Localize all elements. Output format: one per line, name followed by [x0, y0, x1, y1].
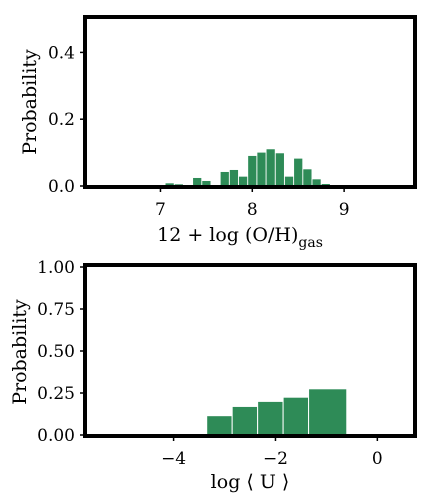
y-tick-label: 0.25: [37, 384, 75, 404]
histogram-bar: [257, 400, 284, 436]
y-tick-label: 1.00: [37, 258, 75, 278]
bottom-x-axis-label: log ⟨ U ⟩: [211, 471, 290, 493]
histogram-bar: [206, 415, 233, 436]
histogram-bar: [193, 177, 202, 186]
x-tick-label: −4: [161, 449, 186, 469]
y-tick-label: 0.4: [48, 43, 75, 63]
histogram-bar: [284, 176, 294, 186]
histogram-bar: [266, 149, 275, 186]
ionization-histogram: −4 −2 0 0.00 0.25 0.50 0.75 1.00 Probability lo…: [9, 258, 417, 493]
y-tick-label: 0.2: [48, 110, 75, 130]
histogram-bar: [231, 405, 259, 436]
bottom-axis-ticks: −4 −2 0 0.00 0.25 0.50 0.75 1.00: [37, 258, 383, 469]
histogram-bar: [257, 152, 266, 186]
x-tick-label: −2: [263, 449, 288, 469]
histogram-bar: [275, 153, 284, 186]
y-tick-label: 0.00: [37, 426, 75, 446]
histogram-bar: [220, 171, 229, 186]
top-x-axis-label: 12 + log (O/H)gas: [157, 224, 323, 251]
histogram-bar: [308, 388, 348, 436]
y-tick-label: 0.50: [37, 342, 75, 362]
x-tick-label: 8: [247, 200, 258, 220]
y-tick-label: 0.75: [37, 300, 75, 320]
histogram-bar: [294, 158, 303, 186]
top-x-axis-label-subscript: gas: [298, 235, 323, 251]
x-tick-label: 7: [155, 200, 166, 220]
histogram-bar: [312, 179, 321, 186]
histogram-bar: [229, 169, 239, 186]
metallicity-bars: [147, 149, 349, 186]
histogram-bar: [202, 180, 211, 186]
top-plot-frame: [83, 15, 417, 189]
bottom-y-axis-label: Probability: [9, 299, 31, 405]
ionization-bars: [206, 388, 348, 436]
top-y-axis-label: Probability: [19, 49, 41, 155]
histogram-bar: [165, 183, 174, 186]
histogram-bar: [282, 396, 310, 436]
histogram-bar: [303, 169, 312, 186]
metallicity-histogram: 7 8 9 0.0 0.2 0.4 Probability 12 + log (O/H)g…: [19, 15, 417, 251]
y-tick-label: 0.0: [48, 177, 75, 197]
histogram-bar: [238, 176, 248, 186]
histogram-bar: [248, 155, 257, 186]
top-x-axis-label-main: 12 + log (O/H): [157, 224, 298, 246]
top-axis-ticks: 7 8 9 0.0 0.2 0.4: [48, 43, 350, 220]
x-tick-label: 9: [339, 200, 350, 220]
x-tick-label: 0: [372, 449, 383, 469]
